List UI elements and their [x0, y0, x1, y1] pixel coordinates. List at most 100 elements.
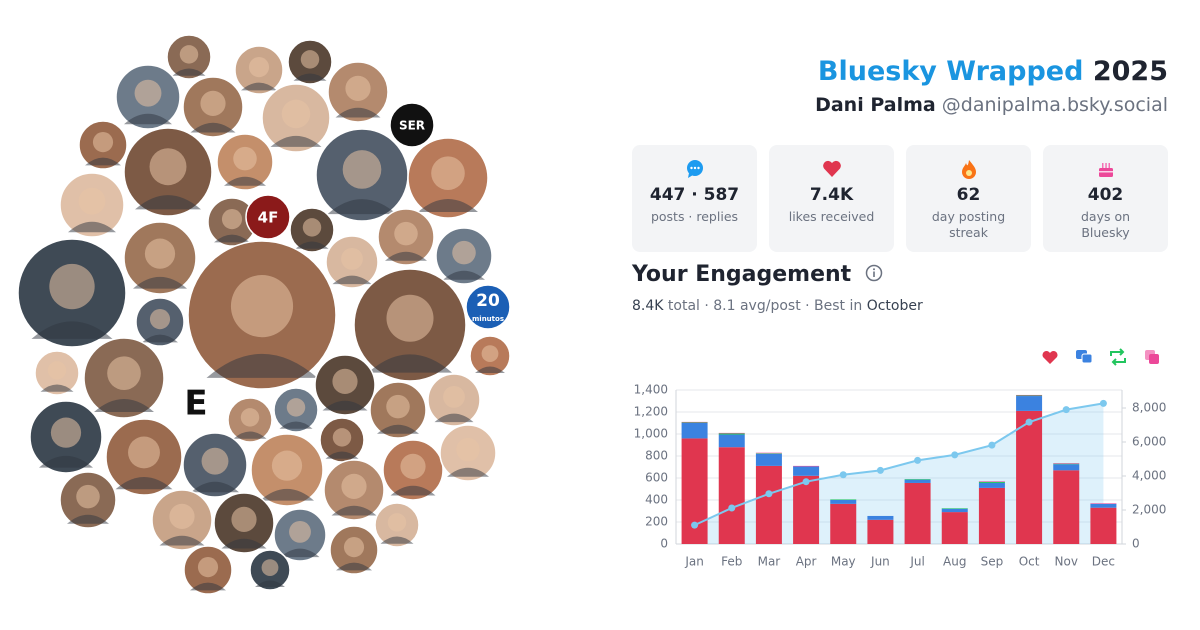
bar-segment	[1016, 410, 1043, 544]
avatar-face	[431, 156, 465, 190]
avatar-face	[221, 209, 243, 230]
bar-segment	[941, 508, 968, 509]
avatar-logo-text: 20	[476, 291, 500, 311]
avatar-face	[261, 559, 279, 576]
avatar-logo-text: E	[184, 384, 207, 424]
avatar-body	[221, 538, 267, 549]
x-tick-label: Oct	[1019, 555, 1040, 569]
bar-segment	[904, 479, 931, 480]
avatar[interactable]	[245, 194, 291, 240]
bar-segment	[830, 503, 857, 544]
info-icon[interactable]	[865, 264, 883, 282]
bar-segment	[830, 500, 857, 504]
avatar-face	[302, 218, 322, 237]
stat-card: 7.4K likes received	[769, 145, 894, 252]
avatar-body	[368, 354, 452, 373]
stat-icon	[1098, 163, 1113, 177]
avatar-face	[332, 428, 352, 447]
legend-icon[interactable]	[1081, 353, 1093, 364]
y2-tick-label: 2,000	[1132, 503, 1166, 517]
stat-icon	[822, 160, 841, 177]
y2-tick-label: 0	[1132, 537, 1140, 551]
bar-segment	[718, 434, 745, 448]
avatar-face	[300, 50, 320, 69]
bar-segment	[904, 482, 931, 544]
avatar-body	[241, 82, 277, 91]
avatar-body	[85, 157, 121, 166]
legend-icon[interactable]	[1110, 348, 1126, 366]
avatar[interactable]	[465, 284, 511, 330]
avatar-body	[255, 580, 285, 587]
year: 2025	[1092, 56, 1168, 87]
avatar-face	[201, 447, 229, 475]
y-tick-label: 1,000	[634, 427, 668, 441]
bar-segment	[978, 482, 1005, 488]
avatar-body	[190, 122, 236, 133]
legend-icon[interactable]	[1042, 350, 1058, 364]
avatar[interactable]	[175, 382, 217, 424]
avatar-face	[481, 345, 499, 362]
x-tick-label: Aug	[943, 555, 966, 569]
total: 8.4K	[632, 298, 664, 314]
x-tick-label: Jun	[870, 555, 890, 569]
line-point	[765, 490, 773, 498]
avatar-face	[134, 79, 162, 107]
bar-segment	[681, 423, 708, 439]
avatar-face	[49, 263, 95, 310]
avatar-body	[390, 485, 436, 496]
x-tick-label: Sep	[981, 555, 1004, 569]
bar-segment	[1016, 396, 1043, 411]
line-point	[1062, 406, 1070, 414]
bar-segment	[1090, 503, 1117, 504]
avatar-face	[50, 417, 82, 448]
avatar-face	[281, 99, 311, 129]
avatar-face	[345, 75, 371, 101]
legend-icon[interactable]	[1149, 354, 1159, 364]
x-tick-label: Jan	[684, 555, 704, 569]
avatar-face	[107, 356, 141, 391]
avatar-body	[336, 562, 372, 571]
line-point	[1025, 418, 1033, 426]
avatar-body	[233, 431, 267, 439]
avatar-body	[293, 73, 327, 81]
line-point	[839, 471, 847, 479]
stat-label: day posting streak	[931, 209, 1006, 240]
bar-segment	[1016, 394, 1043, 396]
bar-segment	[755, 465, 782, 544]
y-tick-label: 1,200	[634, 405, 668, 419]
avatar-face	[47, 361, 67, 380]
stat-icon	[961, 160, 976, 179]
avatar-face	[400, 453, 426, 479]
y2-tick-label: 6,000	[1132, 435, 1166, 449]
avatar-body	[135, 195, 201, 210]
avatar-face	[231, 506, 257, 532]
bar-segment	[793, 465, 820, 467]
x-tick-label: Jul	[909, 555, 924, 569]
avatar-body	[115, 476, 173, 490]
avatar-face	[452, 240, 476, 265]
avatar-body	[280, 548, 320, 558]
avatar-face	[144, 238, 176, 269]
avatar-body	[67, 514, 109, 524]
section-title-text: Your Engagement	[632, 262, 852, 287]
title-text: Bluesky Wrapped	[817, 56, 1084, 87]
stat-card: 62 day posting streak	[906, 145, 1031, 252]
bar-segment	[904, 479, 931, 483]
section-subtitle: 8.4K total · 8.1 avg/post · Best in Octo…	[632, 298, 923, 314]
bar-segment	[755, 453, 782, 454]
y-tick-label: 800	[645, 449, 668, 463]
avatar[interactable]	[389, 102, 435, 148]
avatar-face	[179, 45, 199, 64]
bar-segment	[755, 452, 782, 454]
avatar-face	[271, 450, 303, 481]
y2-tick-label: 8,000	[1132, 401, 1166, 415]
bar-segment	[978, 481, 1005, 482]
avatar-body	[385, 251, 427, 261]
stat-card: 402 days on Bluesky	[1043, 145, 1168, 252]
avatar-body	[206, 353, 318, 378]
bar-segment	[941, 512, 968, 544]
bar-segment	[1053, 464, 1080, 471]
engagement-chart: 0 200 400 600 800 1,000 1,200 1,400 0 2,000 4,000 6…	[634, 348, 1166, 569]
avatar-face	[248, 57, 270, 78]
bar-segment	[1090, 503, 1117, 508]
